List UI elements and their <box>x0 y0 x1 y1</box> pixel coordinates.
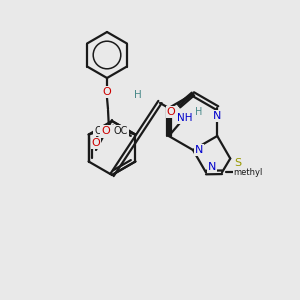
Text: methyl: methyl <box>233 168 263 177</box>
Text: N: N <box>208 161 216 172</box>
Text: O: O <box>101 127 110 136</box>
Text: NH: NH <box>177 113 193 123</box>
Text: H: H <box>195 107 202 117</box>
Text: H: H <box>134 90 142 100</box>
Text: N: N <box>213 111 221 121</box>
Text: OC: OC <box>113 125 128 136</box>
Text: O: O <box>114 127 123 136</box>
Text: O: O <box>167 107 176 117</box>
Text: O: O <box>92 138 100 148</box>
Text: O: O <box>103 87 111 97</box>
Text: OC: OC <box>94 125 109 136</box>
Text: N: N <box>195 145 203 155</box>
Text: S: S <box>235 158 242 167</box>
